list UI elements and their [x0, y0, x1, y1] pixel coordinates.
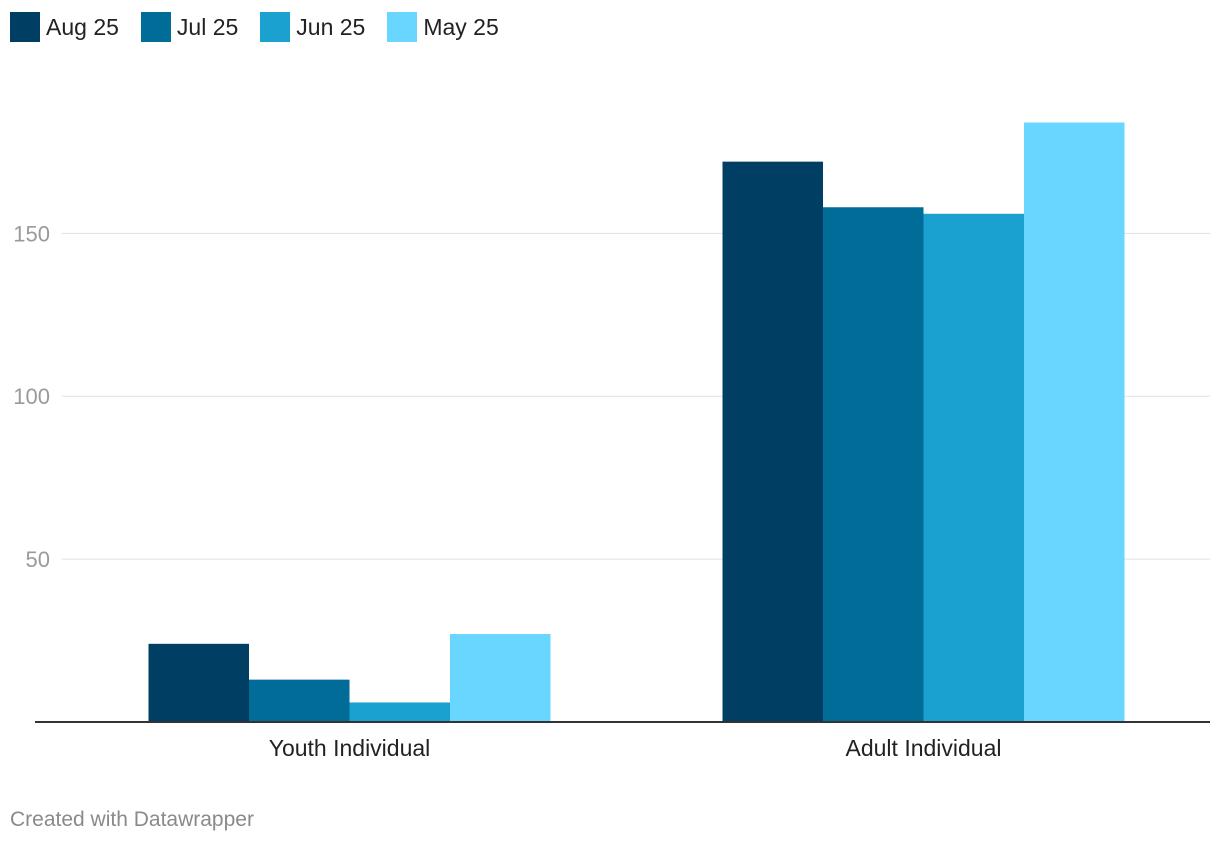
- legend-label: May 25: [423, 13, 499, 40]
- x-category-label: Youth Individual: [269, 735, 431, 761]
- bar: [923, 213, 1024, 722]
- bar: [148, 643, 249, 722]
- bar: [1024, 122, 1125, 723]
- legend-label: Aug 25: [46, 13, 119, 40]
- bar: [450, 634, 551, 722]
- legend-label: Jun 25: [296, 13, 366, 40]
- y-tick-label: 100: [13, 384, 50, 409]
- bar: [349, 702, 450, 722]
- chart-legend: Aug 25 Jul 25 Jun 25 May 25: [10, 12, 499, 42]
- x-category-label: Adult Individual: [846, 735, 1002, 761]
- legend-item: Jul 25: [140, 12, 239, 42]
- legend-swatch: [140, 12, 171, 42]
- bar: [722, 161, 823, 723]
- bar: [249, 679, 350, 722]
- legend-swatch: [10, 12, 40, 42]
- credit-text: Created with Datawrapper: [10, 808, 254, 831]
- legend-item: May 25: [387, 12, 499, 42]
- legend-item: Jun 25: [260, 12, 365, 42]
- bar: [823, 207, 924, 722]
- legend-item: Aug 25: [10, 12, 119, 42]
- legend-swatch: [260, 12, 291, 42]
- y-tick-label: 150: [13, 221, 50, 246]
- legend-label: Jul 25: [176, 13, 239, 40]
- legend-swatch: [387, 12, 418, 42]
- y-tick-label: 50: [26, 547, 50, 572]
